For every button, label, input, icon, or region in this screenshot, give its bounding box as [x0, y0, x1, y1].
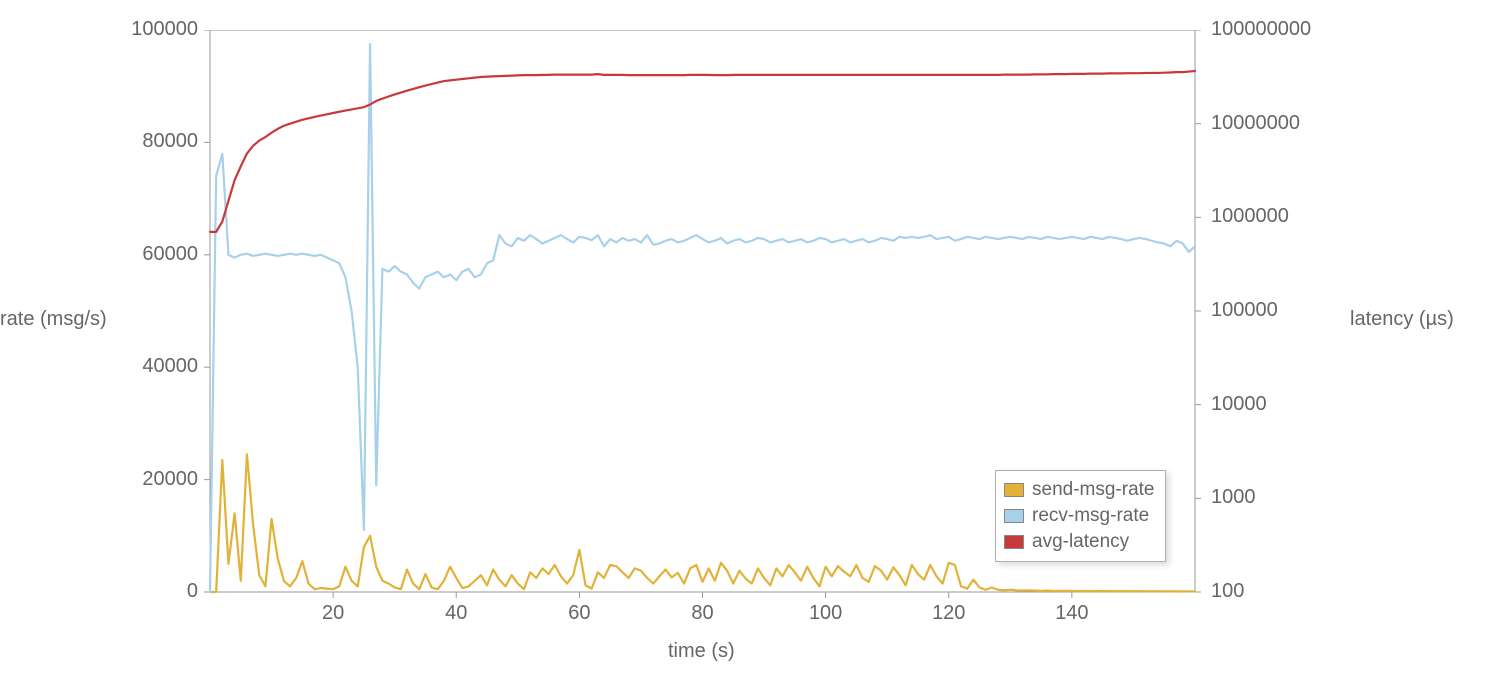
legend-item-send: send-msg-rate	[1004, 477, 1155, 503]
tick-label: 60	[568, 602, 590, 625]
legend-swatch-send	[1004, 483, 1024, 497]
tick-label: 80000	[142, 130, 198, 153]
legend-label-recv: recv-msg-rate	[1032, 505, 1149, 527]
legend-swatch-latency	[1004, 535, 1024, 549]
y-left-axis-label: rate (msg/s)	[0, 308, 107, 331]
x-axis-label: time (s)	[668, 640, 735, 663]
tick-label: 120	[932, 602, 965, 625]
tick-label: 40000	[142, 355, 198, 378]
tick-label: 140	[1055, 602, 1088, 625]
tick-label: 1000	[1211, 486, 1256, 509]
tick-label: 100	[809, 602, 842, 625]
tick-label: 0	[187, 580, 198, 603]
chart-container: rate (msg/s) latency (µs) time (s) 20 40 6…	[0, 0, 1490, 676]
tick-label: 100000000	[1211, 18, 1311, 41]
legend-item-latency: avg-latency	[1004, 529, 1155, 555]
tick-label: 100	[1211, 580, 1244, 603]
legend-item-recv: recv-msg-rate	[1004, 503, 1155, 529]
tick-label: 100000	[1211, 299, 1278, 322]
legend-box: send-msg-rate recv-msg-rate avg-latency	[995, 470, 1166, 562]
tick-label: 20000	[142, 468, 198, 491]
y-right-axis-label: latency (µs)	[1350, 308, 1454, 331]
tick-label: 60000	[142, 243, 198, 266]
tick-label: 40	[445, 602, 467, 625]
tick-label: 10000	[1211, 393, 1267, 416]
legend-swatch-recv	[1004, 509, 1024, 523]
tick-label: 80	[691, 602, 713, 625]
tick-label: 10000000	[1211, 112, 1300, 135]
tick-label: 100000	[131, 18, 198, 41]
tick-label: 20	[322, 602, 344, 625]
tick-label: 1000000	[1211, 205, 1289, 228]
legend-label-send: send-msg-rate	[1032, 479, 1155, 501]
legend-label-latency: avg-latency	[1032, 531, 1129, 553]
